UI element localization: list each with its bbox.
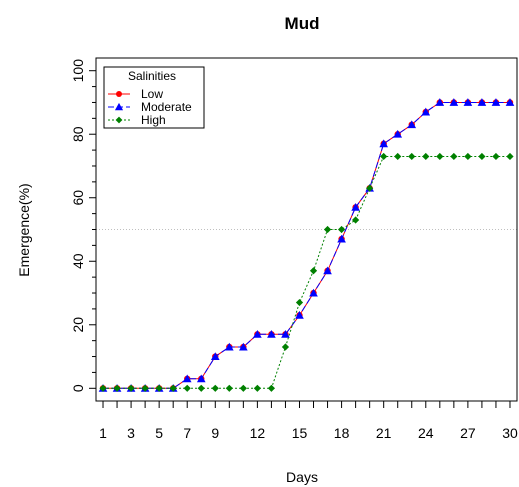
data-point: [436, 152, 444, 161]
legend-label: Low: [141, 87, 163, 101]
legend-marker: [115, 116, 123, 124]
data-point: [352, 216, 360, 224]
x-tick-label: 30: [502, 425, 518, 441]
data-point: [155, 384, 163, 392]
data-point: [506, 152, 514, 161]
data-point: [253, 384, 261, 392]
y-tick-label: 40: [70, 253, 86, 269]
data-point: [196, 374, 206, 383]
x-tick-label: 9: [211, 425, 219, 441]
x-axis-label: Days: [286, 469, 318, 485]
series-line: [103, 155, 510, 389]
legend-marker: [114, 102, 124, 111]
x-tick-label: 21: [376, 425, 392, 441]
data-point: [450, 152, 458, 161]
data-point: [337, 234, 346, 243]
data-point: [239, 384, 247, 392]
data-point: [281, 329, 290, 338]
legend-item-high: High: [108, 113, 166, 127]
x-tick-label: 7: [183, 425, 191, 441]
data-point: [394, 152, 402, 161]
legend-item-moderate: Moderate: [108, 100, 192, 114]
legend-box: [103, 66, 205, 129]
data-point: [267, 384, 276, 392]
x-tick-label: 5: [155, 425, 163, 441]
data-point: [211, 384, 219, 392]
data-point: [309, 267, 318, 275]
data-point: [141, 384, 149, 392]
data-point: [408, 152, 416, 161]
data-point: [421, 107, 431, 116]
data-point: [393, 129, 403, 138]
legend-label: Moderate: [141, 100, 192, 114]
data-point: [435, 98, 445, 106]
data-point: [225, 384, 233, 392]
data-point: [295, 310, 304, 319]
data-point: [210, 352, 220, 360]
chart-title: Mud: [285, 14, 320, 33]
y-axis-label: Emergence(%): [16, 183, 32, 276]
x-tick-label: 12: [250, 425, 266, 441]
data-point: [253, 329, 262, 338]
data-point: [422, 152, 430, 161]
y-tick-label: 20: [70, 317, 86, 333]
data-point: [351, 202, 360, 211]
series-layer: [98, 98, 515, 392]
data-point: [127, 384, 135, 392]
x-tick-label: 24: [418, 425, 434, 441]
data-point: [463, 98, 473, 106]
legend-marker: [116, 91, 122, 97]
legend-title: Salinities: [128, 69, 176, 83]
data-point: [169, 384, 177, 392]
data-point: [492, 152, 500, 161]
data-point: [407, 120, 417, 129]
data-point: [337, 225, 346, 234]
legend-label: High: [141, 113, 166, 127]
data-point: [323, 225, 332, 234]
data-point: [309, 288, 318, 297]
data-point: [323, 266, 332, 275]
axis-layer: 1 3 5 7 9 12 15 18 21 24 27 30 0 20 40 60 80 100: [70, 59, 518, 441]
y-tick-label: 80: [70, 126, 86, 142]
y-tick-label: 0: [70, 384, 86, 392]
x-tick-label: 3: [127, 425, 135, 441]
data-point: [477, 98, 487, 106]
data-point: [478, 152, 486, 161]
series-moderate: [98, 98, 515, 392]
data-point: [239, 342, 248, 351]
legend-item-low: Low: [108, 87, 163, 101]
data-point: [295, 298, 304, 307]
series-high: [99, 152, 514, 392]
data-point: [182, 374, 192, 383]
data-point: [491, 98, 501, 106]
series-line: [103, 101, 510, 389]
data-point: [505, 98, 515, 106]
data-point: [99, 384, 107, 392]
series-line: [103, 101, 510, 389]
data-point: [464, 152, 472, 161]
x-tick-label: 15: [292, 425, 308, 441]
y-tick-label: 100: [70, 59, 86, 83]
data-point: [449, 98, 459, 106]
data-point: [113, 384, 121, 392]
data-point: [267, 329, 276, 338]
x-tick-label: 18: [334, 425, 350, 441]
data-point: [281, 343, 290, 351]
data-point: [379, 139, 389, 148]
y-tick-label: 60: [70, 190, 86, 206]
data-point: [380, 152, 388, 161]
data-point: [183, 384, 191, 392]
data-point: [197, 384, 205, 392]
x-tick-label: 1: [99, 425, 107, 441]
series-low: [99, 99, 514, 392]
data-point: [366, 184, 374, 192]
data-point: [224, 342, 234, 351]
x-tick-label: 27: [460, 425, 476, 441]
